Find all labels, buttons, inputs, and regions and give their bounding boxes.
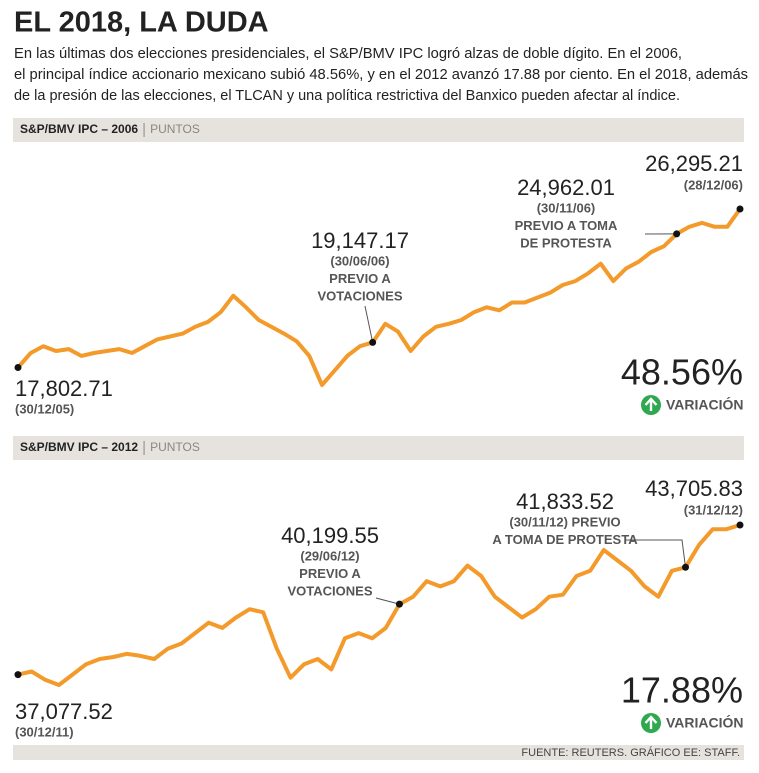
annotation-value: 24,962.01 xyxy=(517,175,615,200)
end-date: (31/12/12) xyxy=(684,502,743,517)
change-percent: 17.88% xyxy=(621,670,743,711)
panel-header: S&P/BMV IPC – 2012 xyxy=(20,440,138,454)
annotation-note: (30/11/06) xyxy=(537,200,596,215)
annotation-note: A TOMA DE PROTESTA xyxy=(492,532,638,547)
subtitle-line: el principal índice accionario mexicano … xyxy=(14,67,748,83)
start-label: 17,802.71 xyxy=(15,376,113,401)
change-caption: VARIACIÓN xyxy=(666,714,744,731)
leader-line xyxy=(365,306,373,342)
end-label: 43,705.83 xyxy=(645,476,743,501)
subtitle-line: En las últimas dos elecciones presidenci… xyxy=(14,46,682,62)
start-date: (30/12/11) xyxy=(15,724,74,739)
annotation-dot xyxy=(396,601,403,608)
annotation-note: (30/11/12) PREVIO xyxy=(509,514,620,529)
start-label: 37,077.52 xyxy=(15,699,113,724)
leader-line xyxy=(376,598,399,604)
annotation-note: VOTACIONES xyxy=(288,583,373,598)
annotation-note: DE PROTESTA xyxy=(520,235,612,250)
start-date: (30/12/05) xyxy=(15,401,74,416)
annotation-note: PREVIO A xyxy=(299,566,361,581)
annotation-dot xyxy=(673,230,680,237)
panel-unit: PUNTOS xyxy=(150,440,200,454)
title: EL 2018, LA DUDA xyxy=(14,7,269,39)
end-date: (28/12/06) xyxy=(684,177,743,192)
annotation-dot xyxy=(369,339,376,346)
panel-header: S&P/BMV IPC – 2006 xyxy=(20,122,138,136)
annotation-dot xyxy=(682,564,689,571)
panel-unit: PUNTOS xyxy=(150,122,200,136)
price-line xyxy=(18,525,740,685)
change-caption: VARIACIÓN xyxy=(666,396,744,413)
source: FUENTE: REUTERS. GRÁFICO EE: STAFF. xyxy=(521,746,740,759)
annotation-value: 19,147.17 xyxy=(311,228,409,253)
start-dot xyxy=(15,671,22,678)
change-percent: 48.56% xyxy=(621,352,743,393)
end-label: 26,295.21 xyxy=(645,151,743,176)
annotation-note: (29/06/12) xyxy=(300,548,359,563)
end-dot xyxy=(737,206,744,213)
annotation-note: (30/06/06) xyxy=(330,253,389,268)
annotation-value: 41,833.52 xyxy=(516,489,614,514)
annotation-value: 40,199.55 xyxy=(281,523,379,548)
annotation-note: VOTACIONES xyxy=(318,288,403,303)
subtitle-line: de la presión de las elecciones, el TLCA… xyxy=(14,88,680,104)
start-dot xyxy=(15,364,22,371)
annotation-note: PREVIO A xyxy=(329,271,391,286)
annotation-note: PREVIO A TOMA xyxy=(515,218,618,233)
end-dot xyxy=(737,522,744,529)
